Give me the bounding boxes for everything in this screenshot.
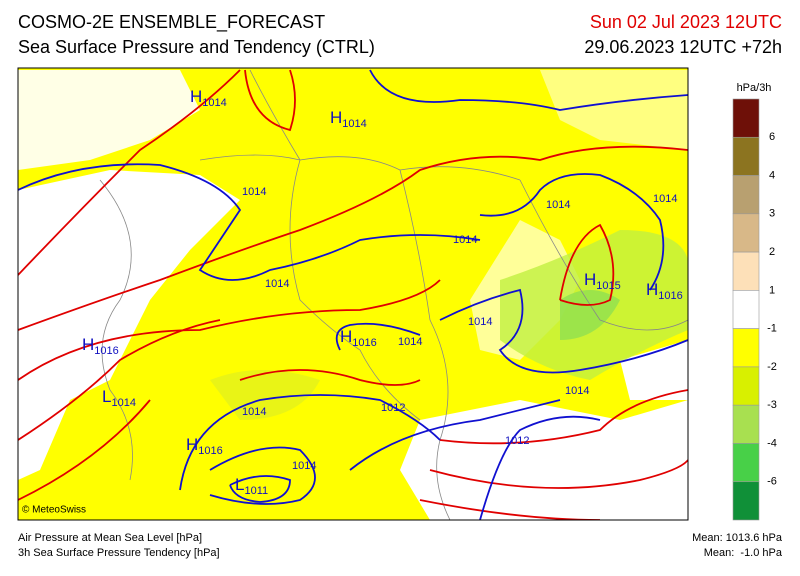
legend-swatch [732, 213, 760, 253]
map: H1014 H1014 H1015 H1016 H1016 H1016 L101… [17, 67, 689, 521]
run-time: 29.06.2023 12UTC +72h [584, 37, 782, 57]
footer-right: Mean: 1013.6 hPa [692, 532, 783, 544]
isobar-label: 1014 [653, 193, 677, 205]
pressure-center: H1016 [82, 335, 119, 356]
pressure-center: H1016 [646, 280, 683, 301]
legend-unit: hPa/3h [737, 82, 772, 94]
legend-label: -3 [767, 399, 777, 411]
legend-swatch [732, 175, 760, 215]
legend-swatch [732, 404, 760, 444]
pressure-center: H1015 [584, 270, 621, 291]
legend-label: -4 [767, 437, 777, 449]
legend-swatch [732, 328, 760, 368]
subtitle: Sea Surface Pressure and Tendency (CTRL) [18, 37, 375, 57]
legend-label: 6 [769, 131, 775, 143]
pressure-center: H1014 [330, 108, 367, 129]
legend-swatch [732, 251, 760, 291]
legend-label: 1 [769, 284, 775, 296]
pressure-center: L1014 [102, 387, 136, 408]
isobar-label: 1014 [453, 234, 477, 246]
legend-swatch [732, 481, 760, 521]
isobar-label: 1014 [398, 336, 422, 348]
footer-right: Mean: -1.0 hPa [704, 547, 783, 559]
footer-left: Air Pressure at Mean Sea Level [hPa] [18, 532, 202, 544]
valid-time: Sun 02 Jul 2023 12UTC [590, 12, 782, 32]
legend: hPa/3h 6 4 3 2 1 -1 -2 -3 -4 -6 [732, 82, 777, 521]
pressure-center: H1016 [340, 327, 377, 348]
pressure-center: L1011 [235, 475, 268, 496]
isobar-label: 1014 [242, 406, 266, 418]
isobar-label: 1012 [505, 435, 529, 447]
legend-label: 3 [769, 208, 775, 220]
legend-label: 2 [769, 246, 775, 258]
isobar-label: 1014 [565, 385, 589, 397]
pressure-center: H1014 [190, 87, 227, 108]
legend-label: -2 [767, 361, 777, 373]
legend-swatch [732, 98, 760, 138]
isobar-label: 1014 [468, 316, 492, 328]
legend-swatch [732, 136, 760, 176]
legend-label: 4 [769, 169, 775, 181]
isobar-label: 1014 [242, 186, 266, 198]
isobar-label: 1012 [381, 402, 405, 414]
isobar-label: 1014 [265, 278, 289, 290]
legend-label: -1 [767, 323, 777, 335]
footer-left: 3h Sea Surface Pressure Tendency [hPa] [18, 547, 220, 559]
pressure-center: H1016 [186, 435, 223, 456]
legend-swatch [732, 366, 760, 406]
title: COSMO-2E ENSEMBLE_FORECAST [18, 12, 325, 33]
copyright: © MeteoSwiss [22, 505, 86, 516]
isobar-label: 1014 [292, 460, 316, 472]
legend-swatch [732, 443, 760, 483]
isobar-label: 1014 [546, 199, 570, 211]
legend-swatch [732, 290, 760, 329]
legend-label: -6 [767, 476, 777, 488]
